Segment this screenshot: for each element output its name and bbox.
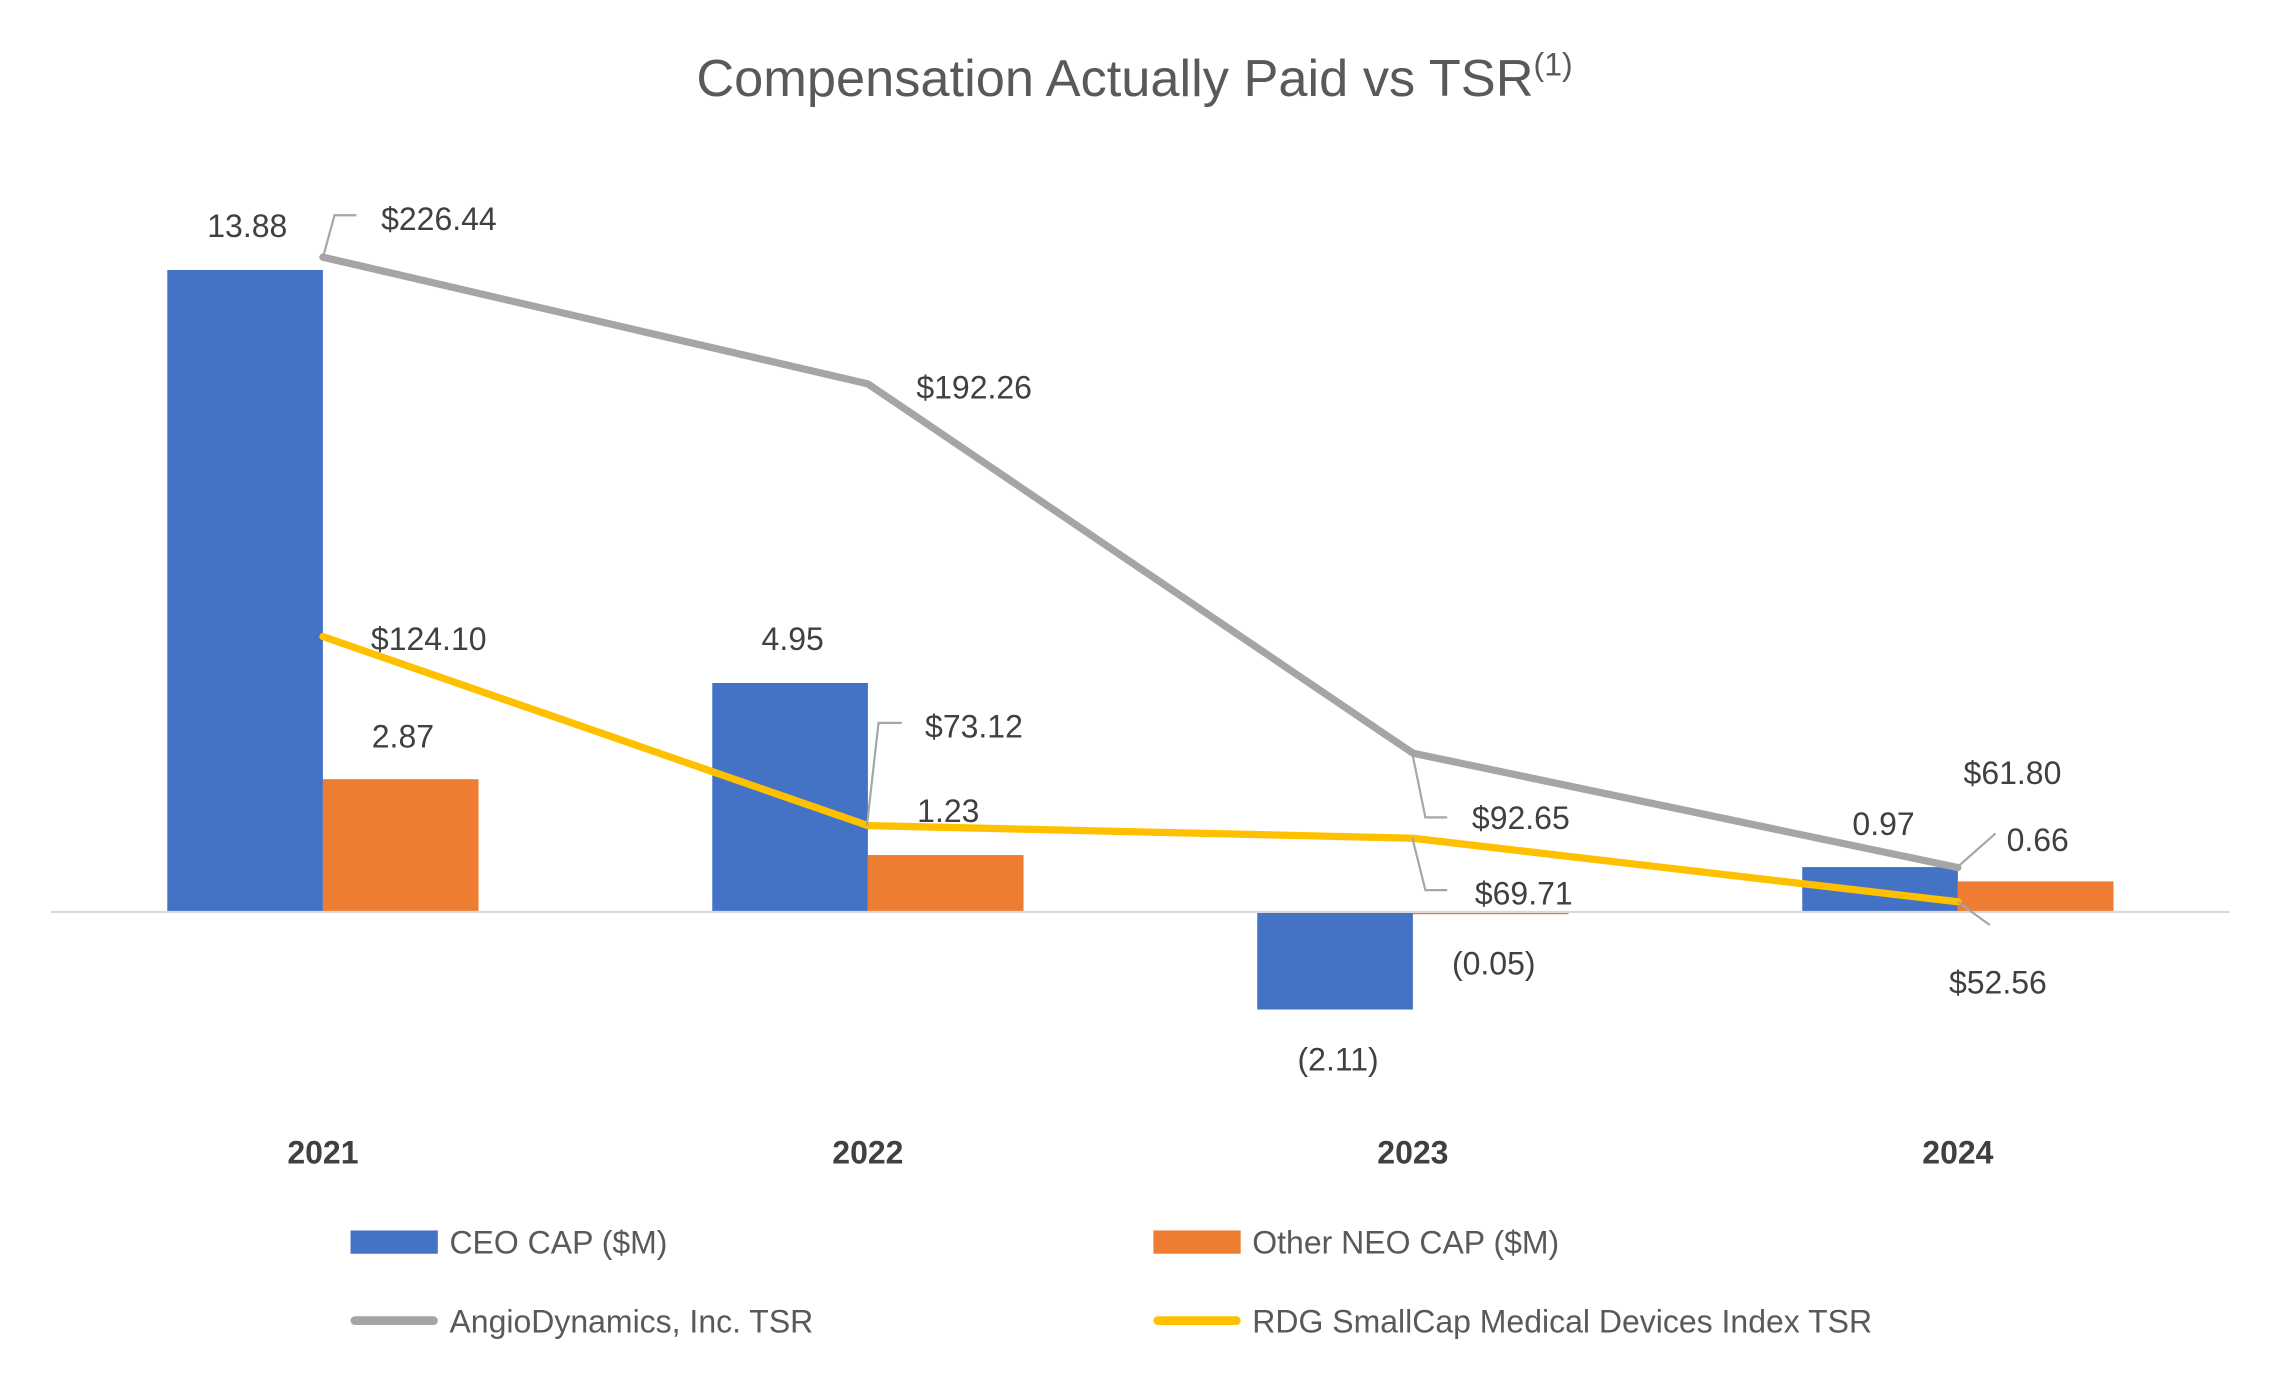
legend-label: RDG SmallCap Medical Devices Index TSR bbox=[1252, 1303, 1872, 1339]
angiodynamics-tsr-line bbox=[319, 253, 1962, 872]
legend-item-0: CEO CAP ($M) bbox=[350, 1225, 667, 1261]
angiodynamics-tsr-label-2024: $61.80 bbox=[1964, 755, 2062, 791]
rdg-index-tsr-label-2022: $73.12 bbox=[925, 708, 1023, 744]
legend-item-1: Other NEO CAP ($M) bbox=[1153, 1225, 1559, 1261]
leader-line bbox=[1957, 900, 1991, 926]
angiodynamics-tsr-label-2021: $226.44 bbox=[381, 201, 497, 237]
ceo-cap-bar-2023 bbox=[1257, 911, 1413, 1010]
ceo-cap-label-2022: 4.95 bbox=[762, 621, 824, 657]
rdg-index-tsr-label-2023: $69.71 bbox=[1475, 876, 1573, 912]
leader-line bbox=[321, 214, 357, 258]
x-tick-label-2023: 2023 bbox=[1377, 1135, 1448, 1171]
neo-cap-bar-2022 bbox=[867, 855, 1024, 912]
neo-cap-label-2023: (0.05) bbox=[1452, 945, 1536, 981]
ceo-cap-label-2023: (2.11) bbox=[1298, 1041, 1379, 1077]
title-superscript: (1) bbox=[1534, 47, 1573, 83]
neo-cap-label-2021: 2.87 bbox=[372, 719, 434, 755]
legend-item-2: AngioDynamics, Inc. TSR bbox=[350, 1303, 813, 1339]
rdg-index-tsr-label-2021: $124.10 bbox=[371, 621, 487, 657]
rdg-index-tsr-line bbox=[319, 632, 1962, 906]
leader-line bbox=[1411, 837, 1448, 892]
neo-cap-bar-2021 bbox=[322, 779, 479, 912]
angiodynamics-tsr-label-2023: $92.65 bbox=[1472, 800, 1570, 836]
rdg-index-tsr-label-2024: $52.56 bbox=[1949, 964, 2047, 1000]
x-tick-label-2022: 2022 bbox=[832, 1135, 903, 1171]
leader-line bbox=[1411, 753, 1448, 819]
angiodynamics-tsr-label-2022: $192.26 bbox=[916, 370, 1032, 406]
legend-label: AngioDynamics, Inc. TSR bbox=[449, 1303, 813, 1339]
neo-cap-bar-2023 bbox=[1412, 911, 1569, 915]
leader-line bbox=[865, 721, 902, 827]
ceo-cap-bar-2021 bbox=[167, 269, 323, 912]
legend-label: CEO CAP ($M) bbox=[449, 1225, 667, 1261]
neo-cap-bar-2024 bbox=[1957, 881, 2114, 912]
neo-cap-label-2022: 1.23 bbox=[917, 793, 979, 829]
ceo-cap-label-2021: 13.88 bbox=[207, 208, 287, 244]
neo-cap-label-2024: 0.66 bbox=[2007, 822, 2069, 858]
legend-label: Other NEO CAP ($M) bbox=[1252, 1225, 1559, 1261]
legend-item-3: RDG SmallCap Medical Devices Index TSR bbox=[1153, 1303, 1872, 1339]
x-tick-label-2021: 2021 bbox=[287, 1135, 358, 1171]
chart-title: Compensation Actually Paid vs TSR(1) bbox=[696, 47, 1572, 108]
legend-swatch bbox=[350, 1230, 438, 1254]
x-tick-label-2024: 2024 bbox=[1922, 1135, 1993, 1171]
legend-swatch bbox=[1153, 1230, 1241, 1254]
ceo-cap-label-2024: 0.97 bbox=[1852, 806, 1914, 842]
leader-line bbox=[1956, 832, 1997, 868]
